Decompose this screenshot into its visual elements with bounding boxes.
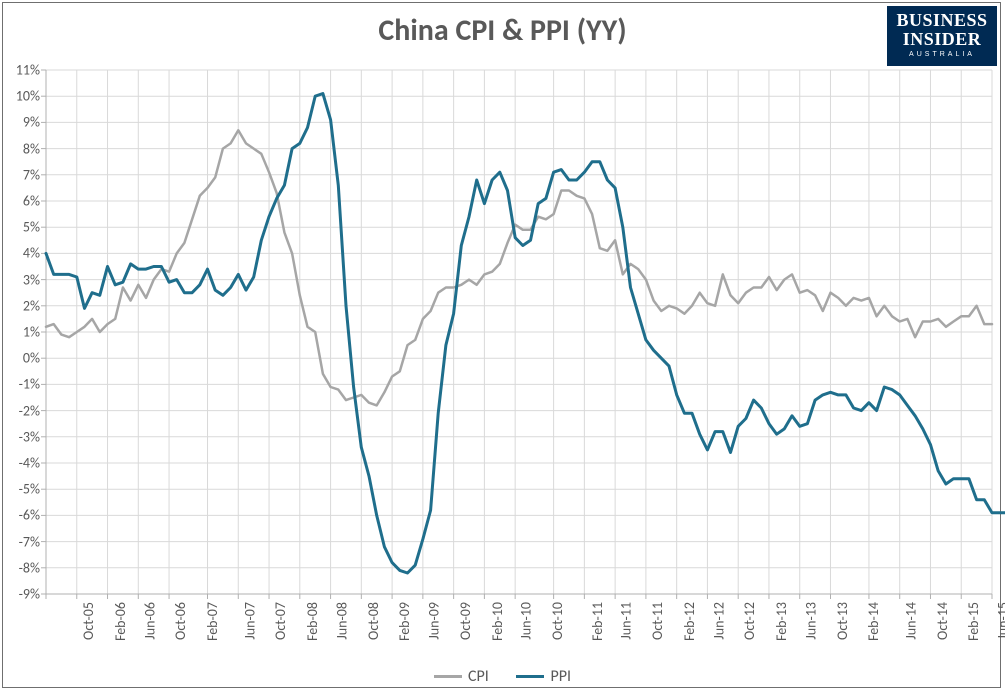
x-tick-label: Feb-14 — [866, 602, 883, 641]
y-tick-label: -9% — [4, 586, 40, 603]
y-tick-label: 3% — [4, 271, 40, 288]
x-tick-label: Feb-13 — [773, 602, 790, 641]
y-tick-label: -1% — [4, 376, 40, 393]
y-tick-label: 7% — [4, 166, 40, 183]
x-tick-label: Oct-05 — [80, 602, 97, 640]
x-tick-label: Jun-09 — [426, 602, 443, 640]
legend-swatch-cpi — [434, 675, 462, 678]
legend-item-cpi: CPI — [434, 667, 489, 686]
y-tick-label: 4% — [4, 245, 40, 262]
legend-label-cpi: CPI — [468, 667, 489, 686]
y-tick-label: 11% — [4, 62, 40, 79]
y-tick-label: 8% — [4, 140, 40, 157]
x-tick-label: Feb-07 — [204, 602, 221, 641]
x-tick-label: Jun-15 — [995, 602, 1005, 640]
chart-series — [46, 94, 1005, 573]
gridlines — [46, 70, 992, 594]
y-tick-label: 0% — [4, 350, 40, 367]
chart-legend: CPI PPI — [0, 664, 1005, 686]
series-line-ppi — [46, 94, 1005, 573]
y-tick-label: -2% — [4, 402, 40, 419]
legend-item-ppi: PPI — [516, 667, 571, 686]
x-tick-label: Jun-13 — [803, 602, 820, 640]
x-tick-label: Jun-10 — [518, 602, 535, 640]
legend-swatch-ppi — [516, 675, 544, 678]
y-tick-label: -3% — [4, 428, 40, 445]
x-tick-label: Jun-11 — [618, 602, 635, 640]
x-tick-label: Oct-08 — [365, 602, 382, 640]
x-tick-label: Feb-11 — [589, 602, 606, 641]
y-tick-label: 10% — [4, 88, 40, 105]
x-tick-label: Oct-07 — [272, 602, 289, 640]
y-tick-label: 1% — [4, 324, 40, 341]
x-tick-label: Jun-07 — [241, 602, 258, 640]
axis-lines — [41, 70, 992, 599]
x-tick-label: Oct-11 — [649, 602, 666, 640]
x-tick-label: Oct-10 — [549, 602, 566, 640]
y-tick-label: 6% — [4, 193, 40, 210]
series-line-cpi — [46, 130, 992, 405]
y-tick-label: 9% — [4, 114, 40, 131]
y-tick-label: -8% — [4, 559, 40, 576]
x-tick-label: Jun-06 — [141, 602, 158, 640]
chart-plot-svg — [0, 0, 1005, 692]
x-tick-label: Oct-06 — [172, 602, 189, 640]
y-tick-label: -7% — [4, 533, 40, 550]
y-tick-label: 2% — [4, 297, 40, 314]
y-tick-label: -6% — [4, 507, 40, 524]
x-tick-label: Oct-14 — [934, 602, 951, 640]
y-tick-label: 5% — [4, 219, 40, 236]
legend-label-ppi: PPI — [550, 667, 571, 686]
x-tick-label: Feb-12 — [681, 602, 698, 641]
x-tick-label: Feb-06 — [112, 602, 129, 641]
x-tick-label: Feb-09 — [396, 602, 413, 641]
y-tick-label: -5% — [4, 481, 40, 498]
x-tick-label: Feb-08 — [304, 602, 321, 641]
x-tick-label: Jun-12 — [710, 602, 727, 640]
x-tick-label: Jun-08 — [333, 602, 350, 640]
x-tick-label: Feb-10 — [489, 602, 506, 641]
x-tick-label: Oct-12 — [741, 602, 758, 640]
x-tick-label: Jun-14 — [903, 602, 920, 640]
x-tick-label: Oct-09 — [457, 602, 474, 640]
x-tick-label: Oct-13 — [834, 602, 851, 640]
x-tick-label: Feb-15 — [966, 602, 983, 641]
y-tick-label: -4% — [4, 455, 40, 472]
